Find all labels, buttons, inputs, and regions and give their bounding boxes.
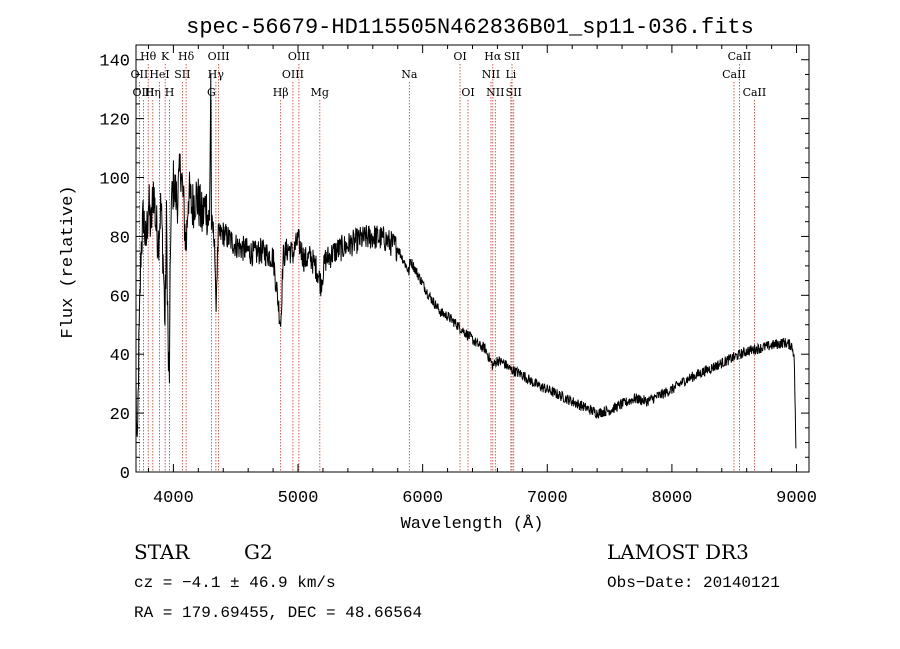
reference-line-label-25: NII	[486, 86, 504, 99]
reference-line-label-17: CaII	[722, 68, 746, 81]
reference-line-label-26: SII	[506, 86, 522, 99]
reference-line-label-20: H	[165, 86, 175, 99]
x-tick-label-5: 9000	[776, 489, 817, 508]
reference-line-label-22: Hβ	[273, 86, 289, 99]
y-tick-label-5: 100	[99, 171, 130, 190]
y-axis-label: Flux (relative)	[59, 185, 78, 338]
x-tick-label-2: 6000	[402, 489, 443, 508]
reference-line-label-1: K	[161, 50, 170, 63]
y-tick-label-2: 40	[110, 347, 130, 366]
reference-line-label-16: Li	[505, 68, 516, 81]
survey-name: LAMOST DR3	[607, 540, 749, 564]
x-axis-ticks: 4000 5000 6000 7000 8000 9000	[147, 45, 817, 508]
reference-line-label-12: Hγ	[208, 68, 225, 81]
y-axis-ticks: 0 20 40 60 80 100 120 140	[99, 53, 809, 484]
x-axis-label: Wavelength (Å)	[401, 515, 544, 534]
reference-line-label-24: OI	[461, 86, 474, 99]
reference-line-label-5: OI	[453, 50, 466, 63]
reference-line-label-27: CaII	[743, 86, 767, 99]
y-tick-label-4: 80	[110, 229, 130, 248]
x-tick-label-4: 8000	[652, 489, 693, 508]
plot-frame	[135, 44, 810, 473]
chart-title: spec-56679-HD115505N462836B01_sp11-036.f…	[186, 15, 754, 40]
reference-line-label-13: OIII	[282, 68, 304, 81]
reference-line-label-19: Hη	[145, 86, 161, 99]
flux-series-line	[135, 73, 797, 449]
reference-line-label-4: OIII	[288, 50, 310, 63]
y-tick-label-6: 120	[99, 112, 130, 131]
x-tick-label-3: 7000	[527, 489, 568, 508]
object-subclass: G2	[244, 540, 273, 564]
coordinates: RA = 179.69455, DEC = 48.66564	[134, 604, 423, 622]
reference-line-label-10: HeI	[149, 68, 169, 81]
reference-line-label-7: SII	[504, 50, 520, 63]
object-class: STAR	[134, 540, 190, 564]
observation-date: Obs−Date: 20140121	[607, 574, 780, 592]
reference-line-label-23: Mg	[311, 86, 329, 99]
y-tick-label-3: 60	[110, 288, 130, 307]
redshift-cz: cz = −4.1 ± 46.9 km/s	[134, 574, 336, 592]
reference-line-label-21: G	[207, 86, 216, 99]
reference-line-label-8: CaII	[728, 50, 752, 63]
reference-line-label-2: Hδ	[178, 50, 195, 63]
reference-line-label-11: SII	[174, 68, 190, 81]
x-tick-label-1: 5000	[278, 489, 319, 508]
reference-lines	[138, 64, 755, 472]
reference-line-label-6: Hα	[484, 50, 502, 63]
y-tick-label-1: 20	[110, 406, 130, 425]
reference-line-label-0: Hθ	[140, 50, 157, 63]
reference-line-label-14: Na	[401, 68, 418, 81]
reference-line-label-3: OIII	[208, 50, 230, 63]
reference-line-label-15: NII	[482, 68, 500, 81]
y-tick-label-7: 140	[99, 53, 130, 72]
y-tick-label-0: 0	[120, 465, 130, 484]
x-tick-label-0: 4000	[153, 489, 194, 508]
